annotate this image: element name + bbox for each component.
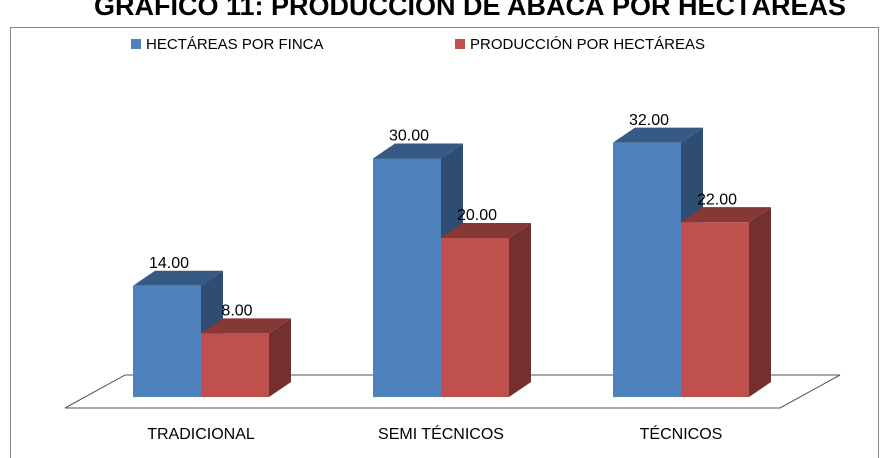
bar-top bbox=[133, 270, 223, 286]
legend-label: PRODUCCIÓN POR HECTÁREAS bbox=[470, 36, 705, 53]
bar-front bbox=[441, 238, 509, 397]
bar-side bbox=[509, 223, 531, 397]
data-label: 14.00 bbox=[149, 255, 189, 272]
bar-front bbox=[373, 158, 441, 397]
data-label: 30.00 bbox=[389, 128, 429, 145]
x-tick-label: SEMI TÉCNICOS bbox=[378, 424, 504, 443]
bar-front bbox=[681, 222, 749, 397]
bar-side bbox=[749, 207, 771, 397]
bar-top bbox=[613, 127, 703, 143]
bar-top bbox=[201, 318, 291, 334]
bar-top bbox=[373, 143, 463, 159]
chart-title: GRÁFICO 11: PRODUCCIÓN DE ABACÁ POR HECT… bbox=[94, 0, 846, 21]
bar bbox=[681, 207, 771, 397]
bar-top bbox=[681, 207, 771, 223]
bar-front bbox=[201, 333, 269, 397]
data-label: 8.00 bbox=[221, 303, 252, 320]
x-tick-label: TRADICIONAL bbox=[147, 426, 255, 443]
bar bbox=[441, 223, 531, 397]
bar-front bbox=[133, 285, 201, 397]
legend-swatch bbox=[131, 39, 141, 49]
data-label: 32.00 bbox=[629, 112, 669, 129]
legend-swatch bbox=[455, 39, 465, 49]
bar-top bbox=[441, 223, 531, 238]
bar-front bbox=[613, 142, 681, 397]
x-tick-label: TÉCNICOS bbox=[640, 424, 723, 443]
chart-frame bbox=[10, 27, 879, 458]
bar bbox=[201, 318, 291, 397]
bar-side bbox=[269, 318, 291, 397]
legend-label: HECTÁREAS POR FINCA bbox=[146, 36, 324, 53]
data-label: 22.00 bbox=[697, 191, 737, 208]
data-label: 20.00 bbox=[457, 207, 497, 224]
